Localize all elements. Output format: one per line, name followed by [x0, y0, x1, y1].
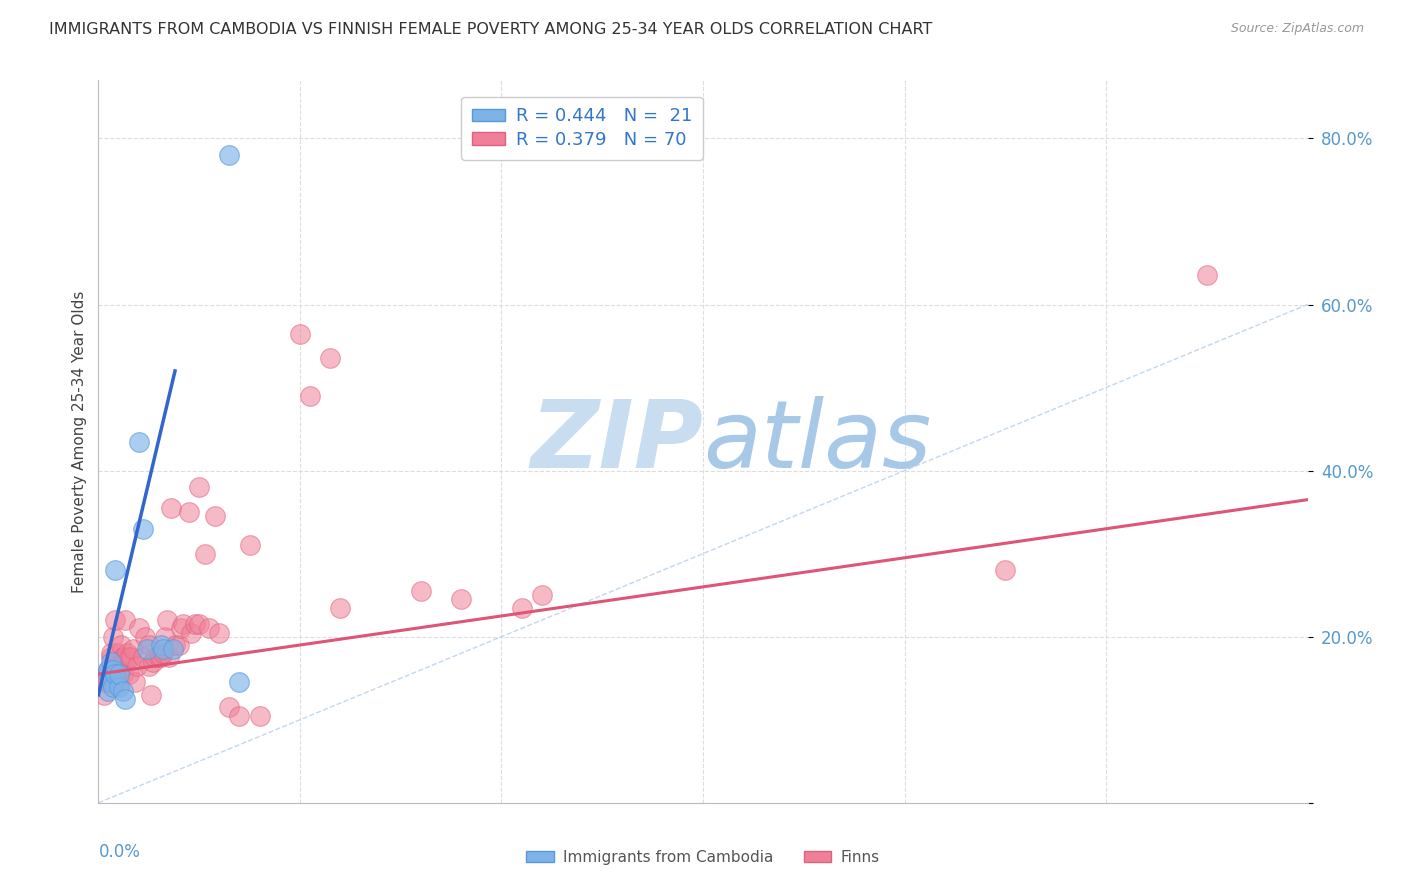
Point	[228, 675, 250, 690]
Point	[110, 638, 132, 652]
Point	[101, 680, 124, 694]
Point	[111, 683, 134, 698]
Point	[100, 650, 122, 665]
Point	[97, 663, 120, 677]
Point	[120, 650, 142, 665]
Point	[198, 621, 221, 635]
Point	[107, 675, 129, 690]
Point	[288, 326, 311, 341]
Point	[125, 658, 148, 673]
Point	[138, 658, 160, 673]
Point	[100, 675, 122, 690]
Point	[103, 613, 125, 627]
Point	[97, 667, 120, 681]
Point	[107, 667, 129, 681]
Point	[114, 650, 136, 665]
Point	[107, 680, 129, 694]
Point	[128, 434, 150, 449]
Point	[170, 621, 193, 635]
Point	[239, 538, 262, 552]
Point	[93, 688, 115, 702]
Text: IMMIGRANTS FROM CAMBODIA VS FINNISH FEMALE POVERTY AMONG 25-34 YEAR OLDS CORRELA: IMMIGRANTS FROM CAMBODIA VS FINNISH FEMA…	[49, 22, 932, 37]
Point	[139, 688, 162, 702]
Point	[111, 667, 134, 681]
Point	[218, 148, 240, 162]
Point	[153, 630, 176, 644]
Point	[114, 613, 136, 627]
Legend: Immigrants from Cambodia, Finns: Immigrants from Cambodia, Finns	[520, 844, 886, 871]
Text: ZIP: ZIP	[530, 395, 703, 488]
Point	[152, 646, 174, 660]
Point	[204, 509, 226, 524]
Point	[218, 700, 240, 714]
Point	[135, 642, 157, 657]
Point	[143, 650, 166, 665]
Point	[249, 708, 271, 723]
Point	[115, 646, 138, 660]
Point	[142, 655, 165, 669]
Point	[152, 642, 174, 657]
Point	[163, 638, 186, 652]
Point	[118, 667, 141, 681]
Point	[97, 663, 120, 677]
Point	[124, 675, 146, 690]
Point	[105, 658, 128, 673]
Point	[149, 638, 172, 652]
Point	[994, 563, 1017, 577]
Point	[134, 630, 156, 644]
Point	[132, 522, 155, 536]
Point	[107, 667, 129, 681]
Point	[101, 671, 124, 685]
Point	[103, 563, 125, 577]
Point	[118, 650, 141, 665]
Point	[172, 617, 194, 632]
Point	[1195, 268, 1218, 283]
Text: Source: ZipAtlas.com: Source: ZipAtlas.com	[1230, 22, 1364, 36]
Point	[184, 617, 207, 632]
Point	[156, 613, 179, 627]
Point	[103, 667, 125, 681]
Point	[157, 650, 180, 665]
Point	[100, 667, 122, 681]
Text: atlas: atlas	[703, 396, 931, 487]
Point	[179, 505, 201, 519]
Point	[97, 683, 120, 698]
Point	[329, 600, 352, 615]
Point	[162, 642, 184, 657]
Point	[299, 389, 322, 403]
Point	[530, 588, 553, 602]
Point	[100, 655, 122, 669]
Point	[101, 630, 124, 644]
Point	[105, 646, 128, 660]
Point	[208, 625, 231, 640]
Point	[319, 351, 342, 366]
Point	[114, 692, 136, 706]
Point	[101, 663, 124, 677]
Point	[100, 646, 122, 660]
Legend: R = 0.444   N =  21, R = 0.379   N = 70: R = 0.444 N = 21, R = 0.379 N = 70	[461, 96, 703, 160]
Point	[188, 480, 211, 494]
Y-axis label: Female Poverty Among 25-34 Year Olds: Female Poverty Among 25-34 Year Olds	[72, 291, 87, 592]
Point	[132, 650, 155, 665]
Point	[160, 500, 183, 515]
Point	[128, 621, 150, 635]
Point	[101, 675, 124, 690]
Point	[121, 642, 143, 657]
Point	[96, 675, 118, 690]
Point	[188, 617, 211, 632]
Point	[228, 708, 250, 723]
Point	[97, 675, 120, 690]
Point	[149, 650, 172, 665]
Text: 0.0%: 0.0%	[98, 843, 141, 861]
Point	[138, 638, 160, 652]
Point	[103, 675, 125, 690]
Point	[194, 547, 217, 561]
Point	[409, 584, 432, 599]
Point	[450, 592, 472, 607]
Point	[167, 638, 190, 652]
Point	[510, 600, 533, 615]
Point	[180, 625, 202, 640]
Point	[111, 650, 134, 665]
Point	[148, 650, 170, 665]
